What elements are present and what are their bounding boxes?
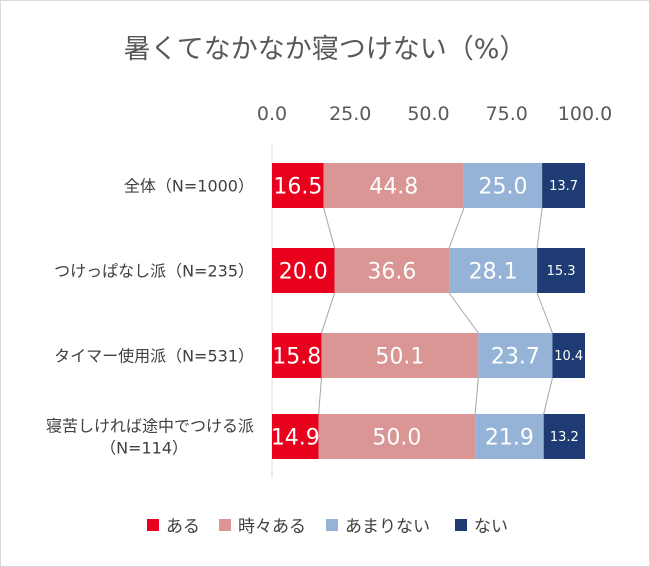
data-label: 15.8 [272,344,321,369]
data-label: 50.1 [375,344,424,369]
legend-label: ない [474,517,508,537]
bar-segment [334,248,450,293]
bar-segment [272,163,324,208]
data-label: 25.0 [479,174,528,199]
bar-segment [318,414,476,459]
data-label: 36.6 [367,259,416,284]
x-tick-label: 25.0 [329,103,371,125]
bar-segment [542,163,585,208]
connector-line [543,377,553,415]
data-label: 28.1 [469,259,518,284]
connector-line [318,377,322,415]
data-label: 10.4 [554,349,583,364]
bar-segment [272,248,335,293]
x-tick-label: 100.0 [558,103,612,125]
bar-segment [552,333,585,378]
x-tick-label: 75.0 [486,103,528,125]
bar-segment [463,163,543,208]
data-label: 14.9 [271,425,320,450]
connector-line [474,377,479,415]
connector-line [320,292,336,334]
legend-swatch [147,519,159,531]
data-label: 20.0 [279,259,328,284]
data-label: 21.9 [485,425,534,450]
legend: ある 時々ある あまりない ない [147,517,508,537]
bar-segment [537,248,585,293]
chart-title: 暑くてなかなか寝つけない（%） [124,34,527,65]
data-label: 16.5 [273,174,322,199]
legend-label: 時々ある [238,517,306,537]
connector-line [536,207,543,249]
bar-segment [272,414,319,459]
category-label: タイマー使用派（N=531） [54,347,254,366]
bar-segment [321,333,479,378]
connector-line [536,292,553,334]
connector-line [448,292,479,334]
bar-segment [543,414,585,459]
bar-segment [478,333,553,378]
x-axis-ticks: 0.0 25.0 50.0 75.0 100.0 [257,103,612,125]
bar-segment [449,248,538,293]
data-label: 13.7 [549,179,578,194]
category-labels: 全体（N=1000） つけっぱなし派（N=235） タイマー使用派（N=531） 寝苦… [46,177,254,458]
connector-line [448,207,465,249]
bar-segment [475,414,544,459]
category-label: （N=114） [100,439,188,458]
data-label: 23.7 [491,344,540,369]
bars: 16.5 44.8 25.0 13.7 20.0 36.6 28.1 15.3 15.8 50.1… [271,163,585,459]
legend-swatch [326,519,338,531]
data-label: 15.3 [547,264,576,279]
category-label: つけっぱなし派（N=235） [54,262,254,281]
data-label: 13.2 [550,430,579,445]
connector-line [323,207,336,249]
x-tick-label: 0.0 [257,103,287,125]
x-tick-label: 50.0 [407,103,449,125]
legend-swatch [455,519,467,531]
category-label: 寝苦しければ途中でつける派 [46,417,254,436]
data-label: 50.0 [372,425,421,450]
legend-swatch [219,519,231,531]
legend-label: あまりない [345,517,430,537]
data-label: 44.8 [369,174,418,199]
series-connectors [318,207,553,415]
legend-label: ある [166,517,200,537]
category-label: 全体（N=1000） [124,177,254,196]
bar-segment [323,163,464,208]
bar-segment [272,333,322,378]
